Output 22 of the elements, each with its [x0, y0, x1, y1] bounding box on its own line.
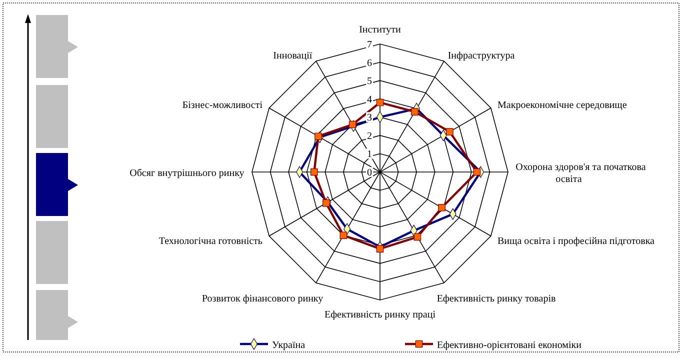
y-tick-label: 0 — [367, 168, 372, 178]
y-tick-label: 2 — [367, 130, 372, 142]
spoke-label: Бізнес-можливості — [182, 100, 263, 112]
spoke-label: Розвиток фінансового ринку — [202, 294, 324, 304]
y-tick-label: 4 — [367, 94, 372, 106]
spoke-label: Обсяг внутрішнього ринку — [130, 168, 244, 179]
spoke-label: Вища освіта і професійна підготовка — [498, 236, 656, 247]
spoke-label: Інновації — [273, 50, 312, 62]
spoke-label: Охорона здоров'я та початкова освіта — [516, 162, 646, 185]
y-tick-label: 7 — [367, 40, 372, 50]
y-tick-label: 1 — [367, 149, 372, 160]
spoke-label: Ефективність ринку товарів — [436, 294, 556, 304]
y-tick-label: 3 — [367, 112, 372, 124]
y-tick-label: 6 — [367, 58, 372, 69]
spoke-label: Технологічна готовність — [158, 236, 263, 247]
legend-label: Ефективно-орієнтовані економіки — [437, 340, 582, 351]
legend-label: Україна — [272, 340, 306, 351]
y-tick-label: 5 — [367, 76, 372, 88]
spoke-label: Ефективність ринку праці — [324, 310, 436, 321]
spoke-label: Інфраструктура — [448, 50, 516, 62]
spoke-label: Макроекономічне середовище — [498, 100, 628, 112]
spoke-label: Інститути — [359, 24, 402, 36]
